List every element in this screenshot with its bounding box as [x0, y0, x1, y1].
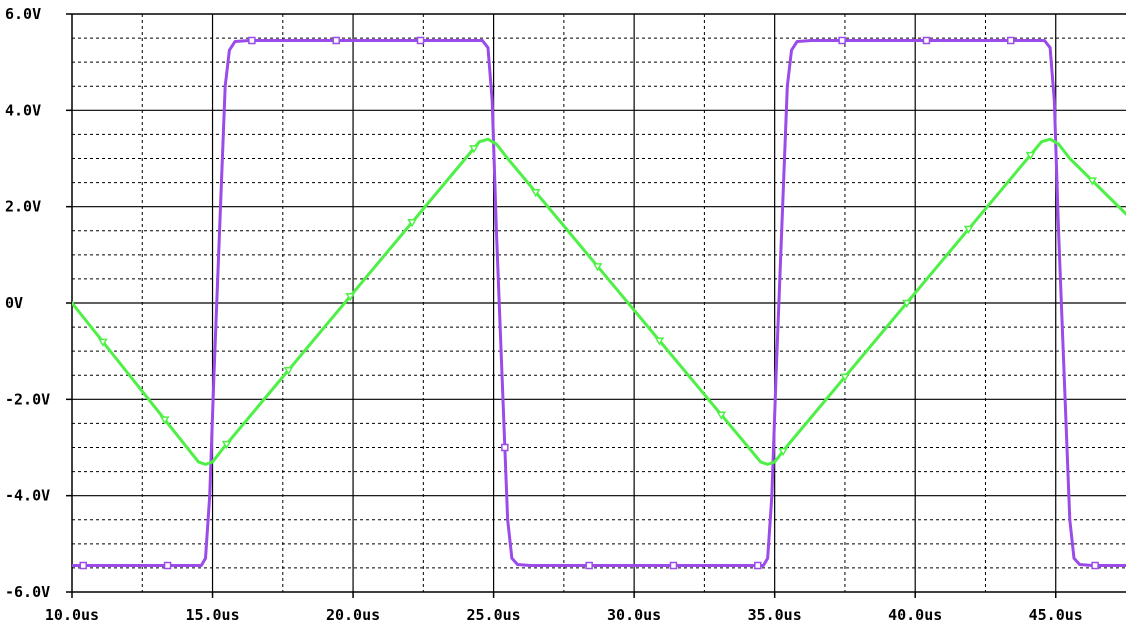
- series-2-marker: [469, 145, 479, 154]
- marker-layer: [79, 36, 1099, 570]
- series-1-marker: [332, 36, 340, 45]
- series-2-marker: [778, 447, 788, 457]
- series-2-marker: [283, 366, 294, 376]
- x-tick-label: 25.0us: [467, 606, 521, 624]
- series-1-marker: [163, 561, 172, 570]
- series-2-marker: [963, 225, 974, 235]
- series-2-marker: [840, 373, 850, 382]
- series-2-marker: [345, 293, 356, 302]
- grid-layer: [72, 14, 1126, 592]
- label-layer: 6.0V 4.0V 2.0V 0V -2.0V -4.0V -6.0V 10.0us 15.0u…: [5, 5, 1083, 624]
- x-tick-label: 35.0us: [748, 606, 802, 624]
- series-1-marker: [248, 36, 256, 45]
- series-1-marker: [416, 36, 425, 45]
- series-2-marker: [1087, 177, 1098, 186]
- series-1-marker: [669, 561, 678, 570]
- x-tick-label: 10.0us: [45, 606, 99, 624]
- series-2-marker: [530, 188, 541, 198]
- x-tick-label: 45.0us: [1029, 606, 1083, 624]
- series-1-marker: [585, 561, 593, 570]
- series-2-marker: [654, 337, 665, 346]
- y-tick-label: -2.0V: [5, 390, 50, 408]
- series-2-marker: [407, 219, 417, 228]
- y-tick-label: -4.0V: [5, 487, 50, 505]
- y-tick-label: 2.0V: [5, 198, 41, 216]
- series-2-marker: [221, 440, 232, 450]
- series-line-2: [72, 137, 1126, 466]
- series-layer: [72, 38, 1126, 568]
- y-tick-label: -6.0V: [5, 583, 50, 601]
- y-tick-label: 4.0V: [5, 101, 41, 119]
- series-2-marker: [159, 416, 170, 425]
- series-2-marker: [592, 263, 603, 272]
- x-tick-label: 30.0us: [607, 606, 661, 624]
- series-2-marker: [901, 299, 912, 308]
- y-tick-label: 6.0V: [5, 5, 41, 23]
- series-1-marker: [79, 561, 87, 570]
- series-1-marker: [754, 561, 762, 570]
- x-tick-label: 15.0us: [185, 606, 239, 624]
- series-1-marker: [922, 36, 931, 45]
- y-tick-label: 0V: [5, 294, 23, 312]
- series-1-marker: [838, 36, 846, 45]
- series-2-marker: [716, 411, 727, 420]
- series-2-marker: [98, 338, 108, 347]
- series-1-marker: [501, 443, 509, 452]
- x-tick-label: 20.0us: [326, 606, 380, 624]
- x-tick-label: 40.0us: [888, 606, 942, 624]
- series-1-marker: [1091, 561, 1099, 570]
- series-line-1: [72, 38, 1126, 568]
- series-2-marker: [1025, 151, 1036, 161]
- series-1-marker: [1007, 36, 1015, 45]
